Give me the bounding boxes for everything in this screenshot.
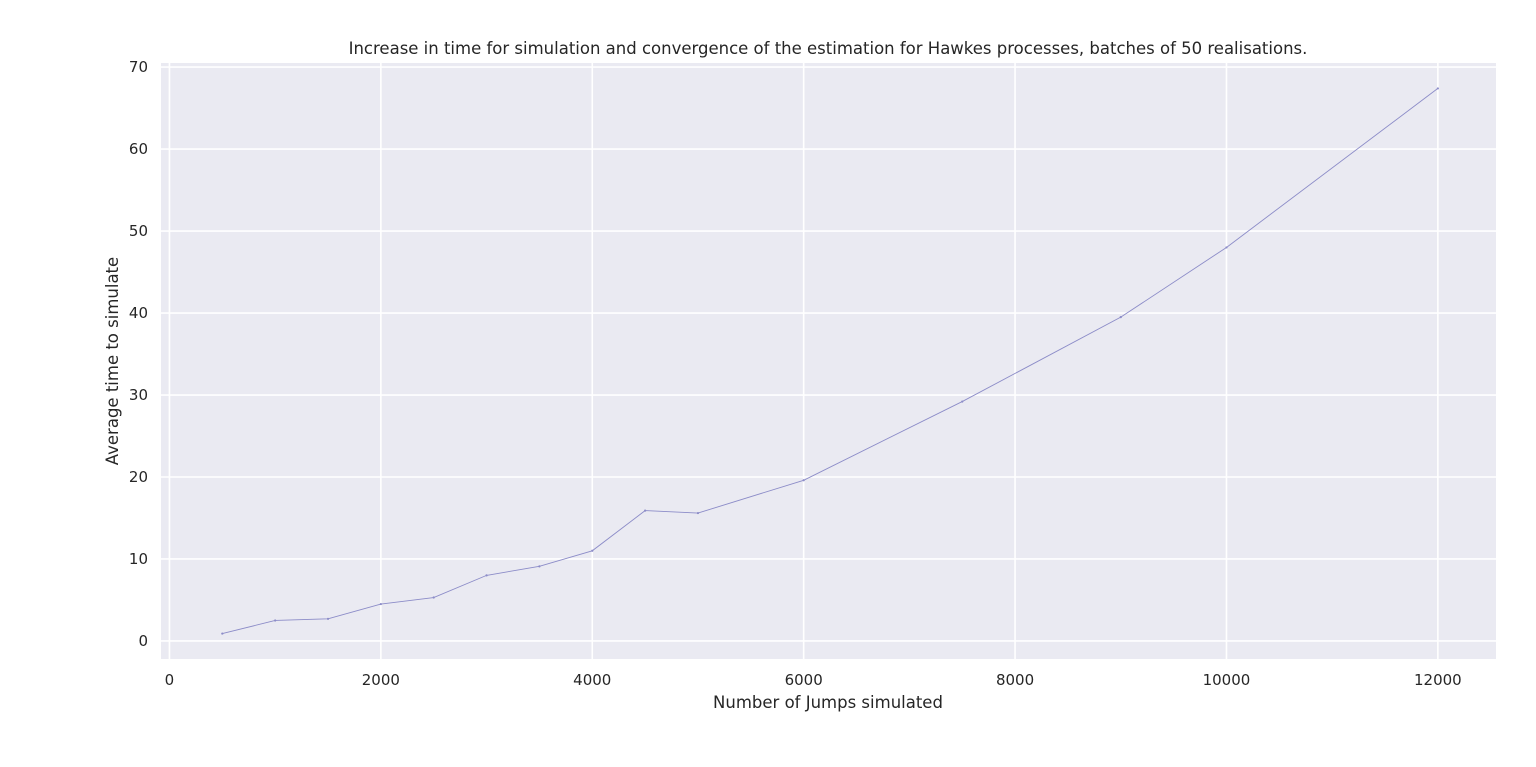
- data-point: [538, 565, 541, 568]
- data-point: [802, 479, 805, 482]
- y-tick-label: 10: [129, 550, 148, 568]
- data-point: [644, 509, 647, 512]
- y-axis-title: Average time to simulate: [103, 257, 122, 465]
- data-point: [221, 632, 224, 635]
- x-tick-label: 12000: [1414, 671, 1462, 689]
- data-point: [485, 574, 488, 577]
- y-tick-label: 0: [138, 632, 148, 650]
- data-point: [1119, 316, 1122, 319]
- grid: [161, 63, 1496, 659]
- y-tick-label: 20: [129, 468, 148, 486]
- data-point: [696, 511, 700, 515]
- plot-area: [161, 63, 1496, 659]
- data-point: [1436, 87, 1439, 90]
- data-point: [432, 596, 435, 599]
- x-tick-label: 2000: [362, 671, 400, 689]
- x-tick-label: 6000: [785, 671, 823, 689]
- y-tick-label: 50: [129, 222, 148, 240]
- x-tick-label: 10000: [1203, 671, 1251, 689]
- series-layer: [221, 87, 1439, 635]
- data-point: [274, 619, 277, 622]
- data-point: [591, 549, 594, 552]
- x-axis-title: Number of Jumps simulated: [713, 693, 943, 712]
- y-tick-label: 30: [129, 386, 148, 404]
- x-tick-label: 4000: [573, 671, 611, 689]
- data-point: [961, 400, 964, 403]
- y-tick-label: 40: [129, 304, 148, 322]
- tick-labels: 0 2000 4000 6000 8000 10000 12000 0 10 20 30 40 50 60…: [129, 58, 1462, 689]
- data-point: [379, 602, 382, 606]
- data-point: [326, 617, 330, 620]
- data-point: [1225, 246, 1228, 249]
- x-tick-label: 8000: [996, 671, 1034, 689]
- y-tick-label: 60: [129, 140, 148, 158]
- chart-title: Increase in time for simulation and conv…: [349, 39, 1308, 58]
- x-tick-label: 0: [165, 671, 175, 689]
- y-tick-label: 70: [129, 58, 148, 76]
